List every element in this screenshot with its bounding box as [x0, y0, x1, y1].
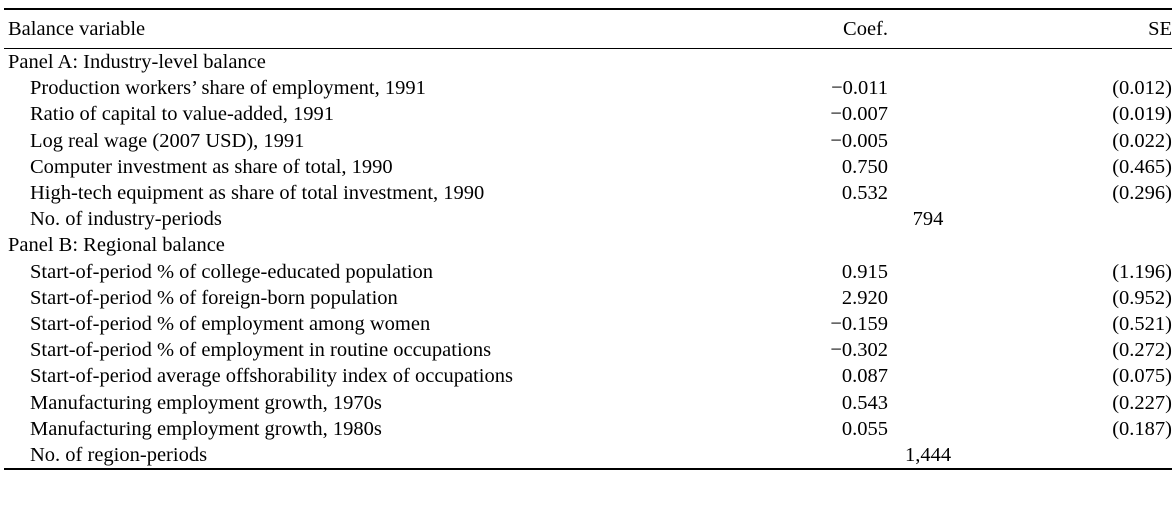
row-coef: 0.055 [841, 417, 888, 440]
panel-a-title: Panel A: Industry-level balance [8, 51, 266, 73]
row-label: High-tech equipment as share of total in… [30, 182, 485, 205]
row-label: Start-of-period % of employment in routi… [30, 339, 492, 362]
panel-b-count-row: No. of region-periods 1,444 [4, 442, 1172, 471]
row-se: (0.296) [1112, 182, 1172, 205]
panel-a-title-row: Panel A: Industry-level balance [4, 49, 1172, 76]
table-row: Manufacturing employment growth, 1970s 0… [4, 390, 1172, 416]
row-label: Start-of-period average offshorability i… [30, 365, 513, 388]
panel-b-title-row: Panel B: Regional balance [4, 232, 1172, 258]
row-coef: −0.005 [830, 129, 888, 152]
header-gap [892, 9, 1072, 49]
row-coef: 0.532 [841, 182, 888, 205]
table-row: Log real wage (2007 USD), 1991 −0.005 (0… [4, 128, 1172, 154]
row-label: Production workers’ share of employment,… [30, 77, 426, 100]
row-label: Manufacturing employment growth, 1980s [30, 417, 382, 440]
row-se: (0.019) [1112, 103, 1172, 126]
row-se: (0.272) [1112, 339, 1172, 362]
table-row: Start-of-period % of foreign-born popula… [4, 285, 1172, 311]
row-coef: 2.920 [841, 286, 888, 309]
row-coef: −0.007 [830, 103, 888, 126]
balance-table: Balance variable Coef. SE Panel A: Indus… [4, 8, 1172, 471]
row-coef: −0.302 [830, 339, 888, 362]
table-row: Production workers’ share of employment,… [4, 75, 1172, 101]
row-label: Ratio of capital to value-added, 1991 [30, 103, 334, 126]
row-se: (0.075) [1112, 365, 1172, 388]
row-label: Manufacturing employment growth, 1970s [30, 391, 382, 414]
table-header-row: Balance variable Coef. SE [4, 9, 1172, 49]
count-value: 1,444 [904, 444, 952, 467]
row-se: (0.227) [1112, 391, 1172, 414]
panel-a-count-row: No. of industry-periods 794 [4, 206, 1172, 232]
row-label: Start-of-period % of employment among wo… [30, 313, 431, 336]
count-label: No. of industry-periods [30, 208, 222, 231]
row-se: (0.187) [1112, 417, 1172, 440]
row-se: (0.022) [1112, 129, 1172, 152]
row-se: (0.012) [1112, 77, 1172, 100]
row-label: Start-of-period % of college-educated po… [30, 260, 434, 283]
panel-b-title: Panel B: Regional balance [8, 234, 225, 257]
row-coef: 0.915 [841, 260, 888, 283]
header-se: SE [1072, 9, 1172, 49]
row-se: (1.196) [1112, 260, 1172, 283]
row-coef: −0.011 [831, 77, 888, 100]
table-row: Start-of-period % of college-educated po… [4, 259, 1172, 285]
row-coef: −0.159 [830, 313, 888, 336]
table-row: Start-of-period % of employment among wo… [4, 311, 1172, 337]
row-coef: 0.087 [841, 365, 888, 388]
row-coef: 0.543 [841, 391, 888, 414]
row-se: (0.521) [1112, 313, 1172, 336]
table-row: Computer investment as share of total, 1… [4, 154, 1172, 180]
count-value: 794 [912, 208, 944, 231]
table-row: High-tech equipment as share of total in… [4, 180, 1172, 206]
row-se: (0.465) [1112, 155, 1172, 178]
table-row: Start-of-period average offshorability i… [4, 363, 1172, 389]
header-coef: Coef. [724, 9, 892, 49]
header-variable: Balance variable [4, 9, 724, 49]
row-coef: 0.750 [841, 155, 888, 178]
row-label: Start-of-period % of foreign-born popula… [30, 286, 398, 309]
row-se: (0.952) [1112, 286, 1172, 309]
table-row: Ratio of capital to value-added, 1991 −0… [4, 101, 1172, 127]
table-row: Start-of-period % of employment in routi… [4, 337, 1172, 363]
row-label: Computer investment as share of total, 1… [30, 155, 393, 178]
row-label: Log real wage (2007 USD), 1991 [30, 129, 305, 152]
table-row: Manufacturing employment growth, 1980s 0… [4, 416, 1172, 442]
count-label: No. of region-periods [4, 442, 724, 471]
